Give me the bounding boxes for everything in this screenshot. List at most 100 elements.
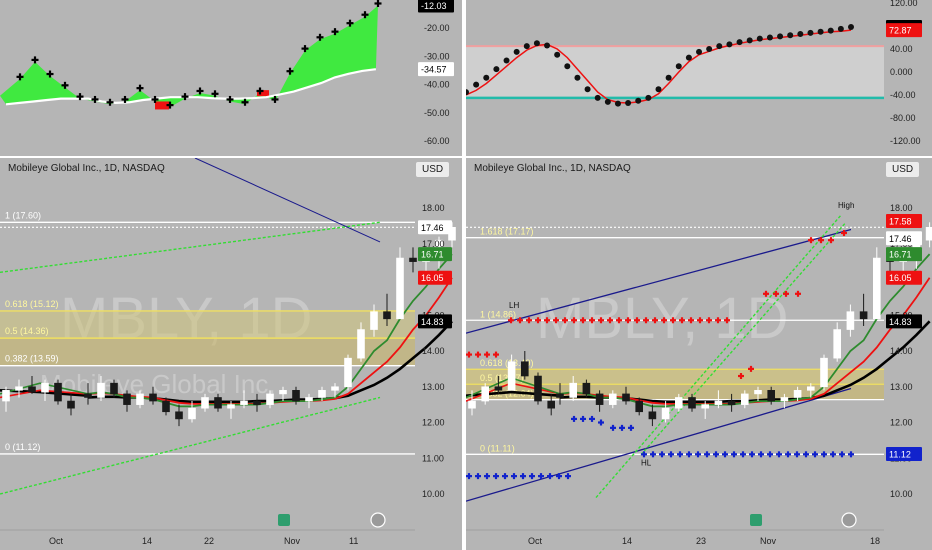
oscillator-point: [625, 100, 632, 107]
price-badge-label: 14.83: [889, 317, 912, 327]
price-badge-label: 72.87: [889, 26, 912, 36]
candle-body: [609, 393, 617, 405]
axis-tick-label: -60.00: [424, 136, 450, 146]
x-axis-label: 14: [622, 536, 632, 546]
oscillator-point: [645, 94, 652, 101]
axis-tick-label: 120.00: [890, 0, 918, 8]
oscillator-point: [473, 81, 480, 88]
oscillator-point: [513, 48, 520, 55]
candle-body: [635, 400, 643, 413]
x-axis-label: 22: [204, 536, 214, 546]
price-badge-label: 11.12: [889, 449, 911, 459]
fib-zone-upper: [466, 369, 884, 385]
candle-body: [162, 400, 170, 413]
chart-title: Mobileye Global Inc., 1D, NASDAQ: [8, 163, 165, 174]
candle-body: [266, 393, 274, 405]
oscillator-point: [797, 31, 804, 38]
currency-button[interactable]: USD: [886, 162, 920, 177]
candle-body: [54, 382, 62, 402]
candle-body: [727, 400, 736, 405]
price-badge: [886, 314, 922, 329]
candle-body: [383, 311, 391, 320]
axis-tick-label: 17.00: [422, 239, 445, 249]
fib-level-label: 0.5 (13.07): [480, 373, 524, 383]
x-axis-label: Oct: [49, 536, 64, 546]
axis-tick-label: -50.00: [424, 108, 450, 118]
x-axis-label: 18: [870, 536, 880, 546]
price-badge-label: 14.83: [421, 317, 444, 327]
right-indicator-chart: 120.0080.0040.000.000-40.00-80.00-120.00…: [466, 0, 922, 146]
right-indicator-panel: 120.0080.0040.000.000-40.00-80.00-120.00…: [466, 0, 932, 156]
channel-upper-line: [0, 221, 381, 274]
axis-tick-label: 11.00: [422, 453, 444, 463]
candle-body: [305, 397, 313, 402]
candle-body: [201, 397, 209, 409]
price-badge: [886, 231, 922, 246]
candle-body: [872, 257, 881, 320]
marker-label: HL: [641, 458, 652, 467]
candle-body: [846, 311, 855, 330]
green-dotted-line: [595, 214, 842, 499]
price-badge-label: 16.05: [421, 273, 444, 283]
right-price-panel: MBLY, 1D 1.618 (17.17) 1 (14.86) 0.618 (13…: [466, 158, 932, 550]
fib-zone-lower: [0, 338, 415, 366]
candle-body: [28, 386, 36, 393]
axis-tick-label: -40.00: [890, 90, 916, 100]
candle-body: [806, 386, 815, 391]
candle-body: [547, 400, 555, 409]
axis-tick-label: 13.00: [422, 382, 445, 392]
oscillator-point: [716, 43, 723, 50]
candle-body: [833, 329, 842, 359]
axis-tick-label: 18.00: [890, 203, 913, 213]
price-badge-label: 16.71: [889, 250, 912, 260]
candle-body: [2, 390, 10, 402]
oscillator-point: [685, 54, 692, 61]
price-badge: [886, 446, 922, 461]
fib-level-label: 1 (17.60): [5, 210, 41, 220]
oscillator-point: [807, 29, 814, 36]
candle-body: [331, 386, 339, 391]
candle-body: [582, 382, 591, 395]
candle-body: [569, 382, 577, 398]
channel-lower-line: [0, 396, 381, 495]
candle-body: [754, 390, 762, 395]
candle-body: [149, 393, 157, 402]
oscillator-point: [766, 34, 773, 41]
currency-button[interactable]: USD: [416, 162, 450, 177]
oscillator-point: [726, 41, 733, 48]
oscillator-point: [777, 33, 784, 40]
oscillator-point: [848, 24, 854, 31]
price-badge-label: 17.58: [889, 217, 912, 227]
candle-body: [622, 393, 630, 402]
fib-level-label: 0.5 (14.36): [5, 326, 49, 336]
candle-body: [740, 393, 749, 405]
oscillator-point: [696, 48, 703, 55]
fib-level-label: 0.618 (15.12): [5, 299, 59, 309]
fib-level-label: 0 (11.12): [5, 442, 40, 452]
histogram-fill: [0, 5, 378, 108]
price-badge-label: 16.71: [421, 250, 444, 260]
candle-body: [767, 390, 776, 402]
candle-body: [468, 400, 476, 409]
price-badge: [418, 270, 452, 285]
axis-tick-label: 18.00: [422, 203, 445, 213]
earnings-icon: [750, 514, 762, 526]
candle-body: [84, 393, 92, 398]
candle-body: [507, 361, 516, 391]
candle-body: [318, 390, 326, 398]
oscillator-point: [564, 63, 571, 70]
fib-level-label: 0.382 (13.59): [5, 354, 59, 364]
overbought-zone: [466, 46, 884, 98]
price-badge: [418, 314, 452, 329]
candle-body: [279, 390, 287, 395]
fib-level-label: 0.618 (13.49): [480, 358, 534, 368]
candle-body: [97, 382, 105, 398]
left-indicator-chart: -20.00 -30.00 -40.00 -50.00 -60.00 -12.03 -34.…: [0, 0, 454, 146]
oscillator-point: [706, 46, 713, 52]
fib-level-label: 0 (11.11): [480, 443, 515, 453]
candle-body: [67, 400, 75, 409]
x-axis-label: 14: [142, 536, 152, 546]
axis-tick-label: -30.00: [424, 51, 450, 61]
oscillator-point: [554, 51, 561, 58]
axis-tick-label: 13.00: [890, 382, 913, 392]
